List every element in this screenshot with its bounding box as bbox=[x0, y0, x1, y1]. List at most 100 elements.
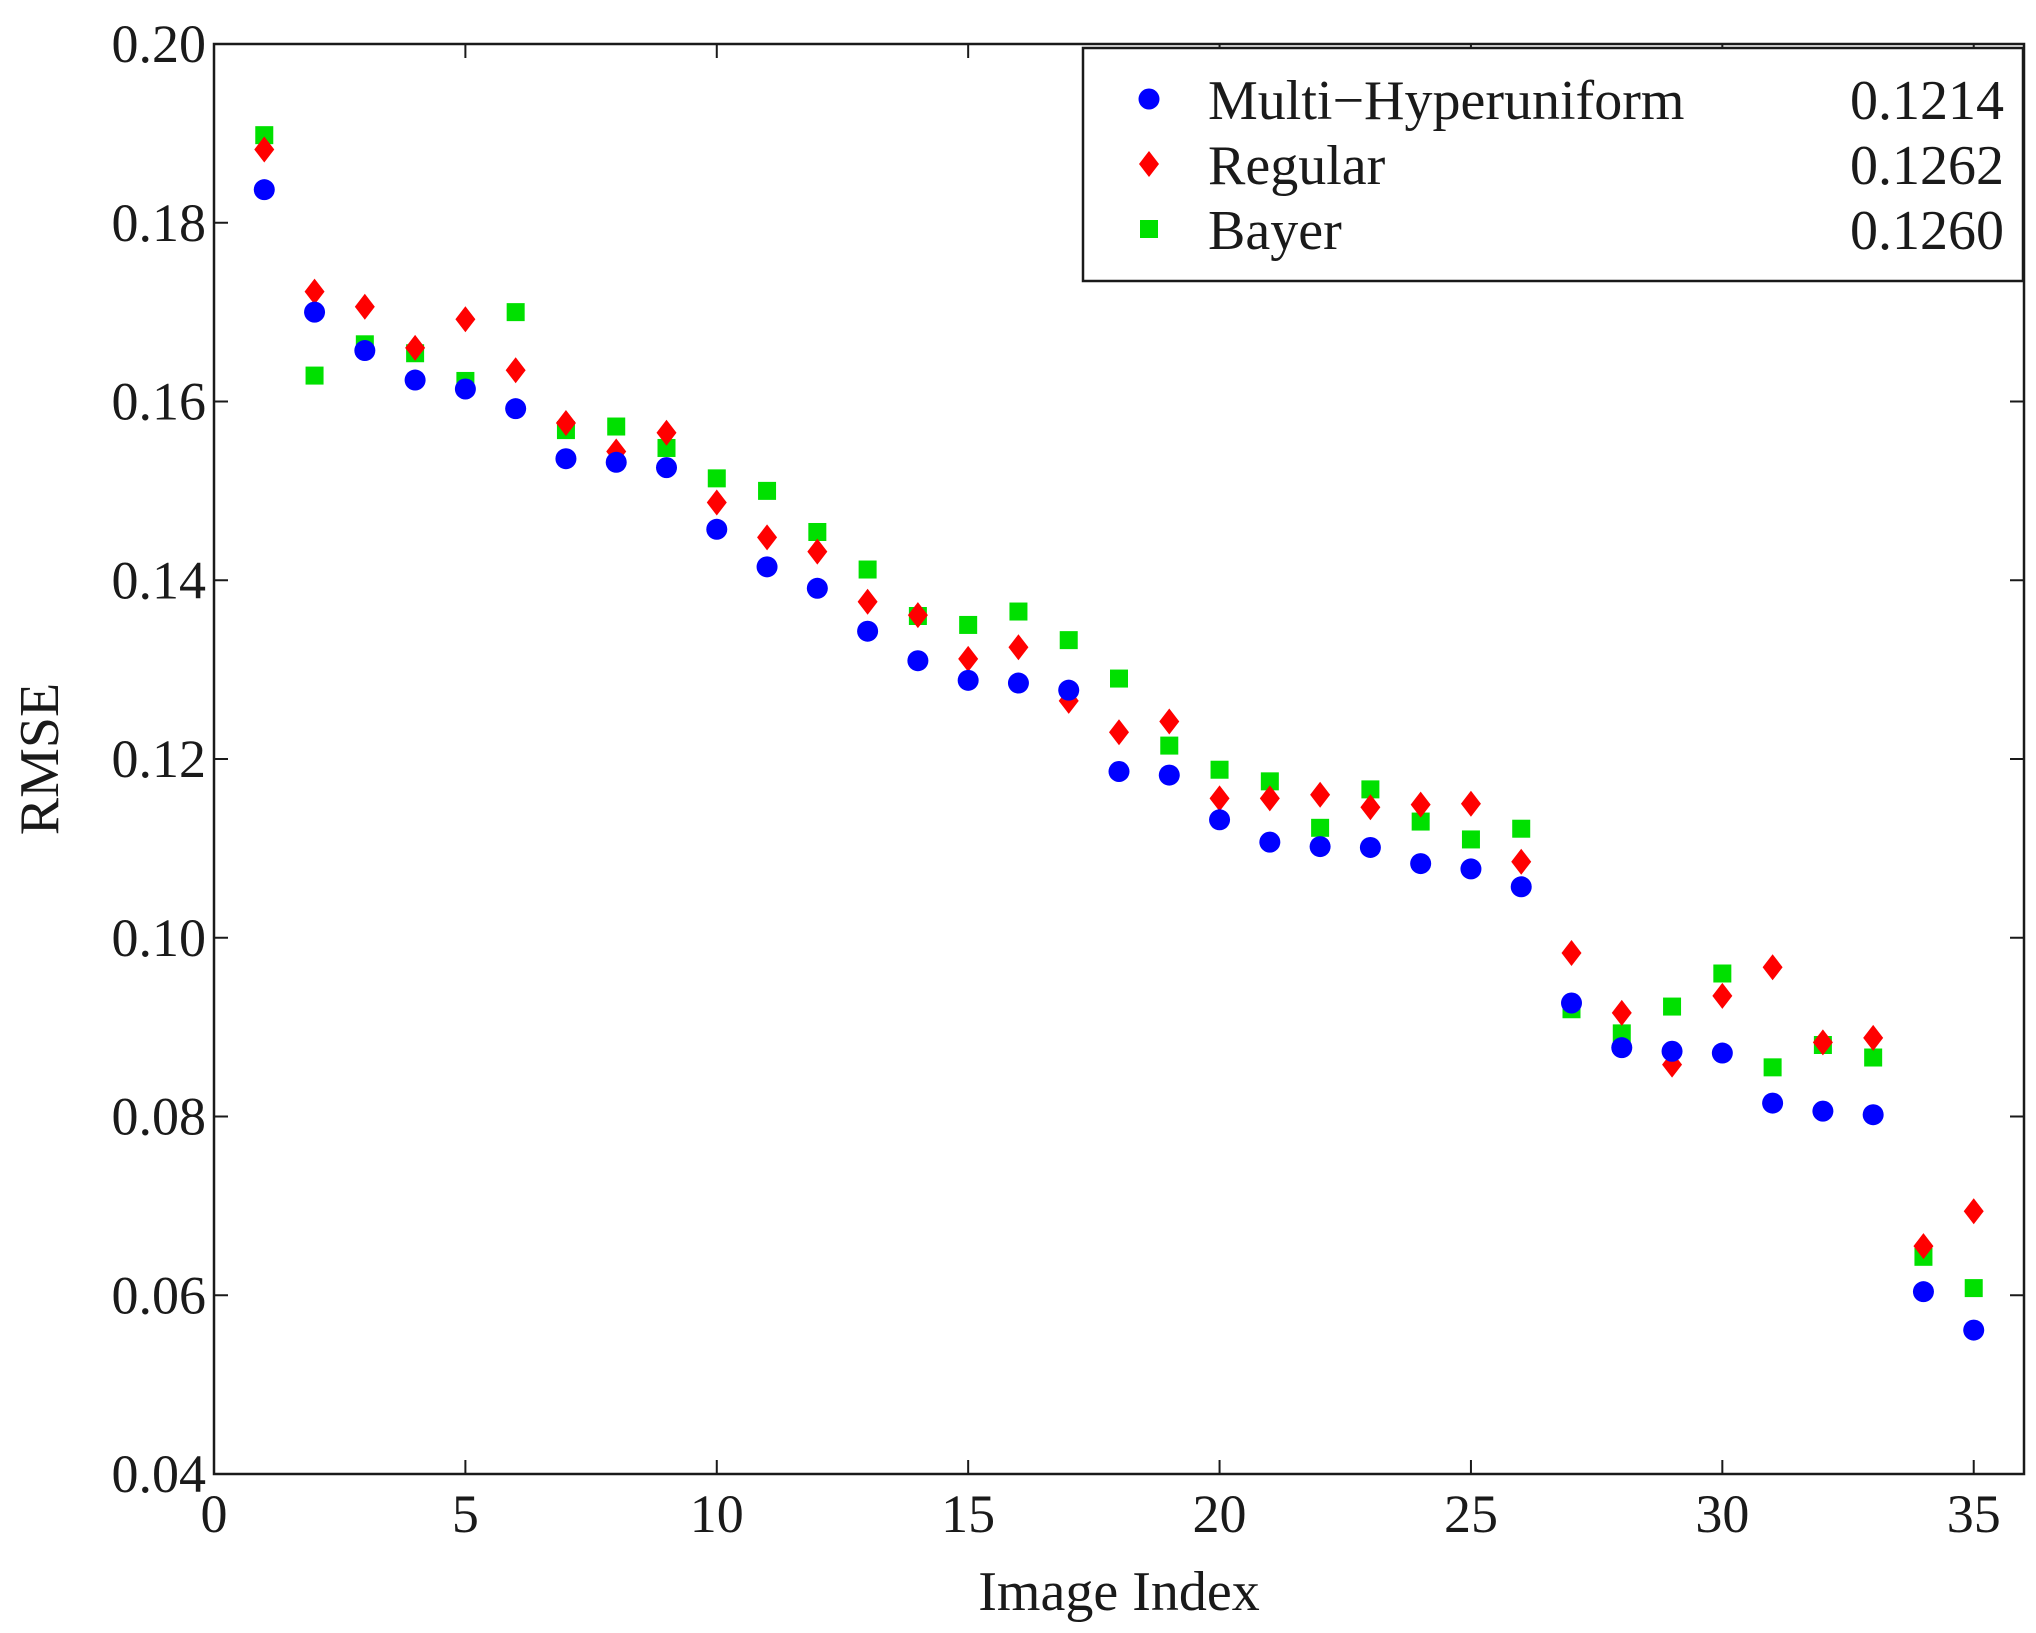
legend: Multi−Hyperuniform 0.1214 Regular 0.1262… bbox=[1081, 46, 2025, 283]
point-regular bbox=[1863, 1024, 1884, 1051]
legend-markers bbox=[1138, 88, 1160, 238]
point-multi-hyperuniform bbox=[1711, 1042, 1733, 1064]
point-bayer bbox=[1059, 631, 1078, 650]
point-bayer bbox=[506, 303, 525, 322]
point-multi-hyperuniform bbox=[806, 577, 828, 599]
point-regular bbox=[1109, 719, 1129, 746]
point-multi-hyperuniform bbox=[1762, 1092, 1784, 1114]
point-bayer bbox=[1612, 1024, 1631, 1043]
point-regular bbox=[1259, 785, 1280, 812]
point-regular bbox=[1360, 794, 1381, 821]
x-tick-label: 15 bbox=[941, 1484, 995, 1544]
point-multi-hyperuniform bbox=[1108, 761, 1130, 783]
y-tick-label: 0.04 bbox=[112, 1444, 207, 1504]
point-bayer bbox=[1512, 819, 1531, 838]
point-regular bbox=[1611, 999, 1632, 1026]
point-multi-hyperuniform bbox=[1007, 672, 1029, 694]
point-regular bbox=[1712, 982, 1733, 1009]
point-bayer bbox=[657, 438, 676, 457]
x-tick-label: 30 bbox=[1695, 1484, 1749, 1544]
point-regular bbox=[807, 538, 828, 565]
y-tick-label: 0.14 bbox=[112, 550, 207, 610]
point-multi-hyperuniform bbox=[304, 301, 326, 323]
point-regular bbox=[1159, 708, 1180, 735]
x-tick-label: 25 bbox=[1444, 1484, 1498, 1544]
point-bayer bbox=[1361, 780, 1380, 799]
point-multi-hyperuniform bbox=[1812, 1100, 1834, 1122]
point-regular bbox=[254, 136, 275, 163]
legend-value-bayer: 0.1260 bbox=[1850, 200, 2004, 262]
legend-value-regular: 0.1262 bbox=[1850, 135, 2004, 197]
point-bayer bbox=[1009, 602, 1028, 621]
point-regular bbox=[907, 602, 928, 629]
point-multi-hyperuniform bbox=[404, 369, 426, 391]
point-multi-hyperuniform bbox=[1309, 836, 1331, 858]
legend-label-regular: Regular bbox=[1208, 135, 1386, 197]
point-bayer bbox=[1864, 1048, 1883, 1067]
point-regular bbox=[1561, 939, 1582, 966]
legend-box bbox=[1081, 46, 2025, 283]
point-regular bbox=[1762, 954, 1783, 981]
point-regular bbox=[1410, 791, 1431, 818]
point-bayer bbox=[1160, 736, 1179, 755]
x-tick-label: 0 bbox=[201, 1484, 228, 1544]
point-multi-hyperuniform bbox=[1460, 858, 1482, 880]
point-multi-hyperuniform bbox=[907, 650, 929, 672]
point-multi-hyperuniform bbox=[656, 457, 677, 479]
legend-marker-bayer bbox=[1140, 220, 1158, 238]
legend-marker-regular bbox=[1139, 151, 1159, 177]
point-bayer bbox=[1210, 760, 1229, 779]
point-multi-hyperuniform bbox=[1510, 876, 1532, 898]
point-multi-hyperuniform bbox=[354, 340, 376, 362]
point-multi-hyperuniform bbox=[1359, 836, 1381, 858]
point-multi-hyperuniform bbox=[1611, 1037, 1633, 1059]
point-bayer bbox=[959, 615, 978, 634]
axis-ticks: 0 5 10 15 20 25 30 35 0.04 0.06 0.08 0.10 0.12 0.14 0.… bbox=[112, 14, 2024, 1544]
point-multi-hyperuniform bbox=[756, 556, 778, 578]
point-multi-hyperuniform bbox=[605, 451, 627, 473]
legend-label-bayer: Bayer bbox=[1208, 200, 1342, 262]
point-bayer bbox=[1663, 997, 1682, 1016]
point-bayer bbox=[1461, 830, 1480, 849]
point-regular bbox=[958, 645, 979, 672]
point-multi-hyperuniform bbox=[957, 669, 979, 691]
point-multi-hyperuniform bbox=[857, 620, 879, 642]
point-bayer bbox=[1411, 812, 1430, 831]
point-regular bbox=[1008, 634, 1029, 661]
point-regular bbox=[1511, 848, 1532, 875]
legend-label-multi-hyperuniform: Multi−Hyperuniform bbox=[1208, 70, 1684, 132]
data-points bbox=[253, 126, 1985, 1341]
point-multi-hyperuniform bbox=[1058, 679, 1080, 701]
y-tick-label: 0.18 bbox=[112, 193, 207, 253]
x-tick-label: 5 bbox=[452, 1484, 479, 1544]
point-bayer bbox=[1763, 1058, 1782, 1077]
point-bayer bbox=[758, 481, 777, 500]
y-axis-title: RMSE bbox=[9, 683, 71, 836]
point-regular bbox=[757, 524, 778, 551]
point-regular bbox=[1963, 1198, 1984, 1225]
plot-area-frame bbox=[212, 42, 2026, 1476]
point-bayer bbox=[255, 126, 274, 145]
y-tick-label: 0.12 bbox=[112, 729, 207, 789]
point-regular bbox=[1812, 1029, 1833, 1056]
x-tick-label: 35 bbox=[1947, 1484, 2001, 1544]
point-bayer bbox=[1713, 964, 1732, 983]
point-regular bbox=[505, 357, 526, 384]
point-bayer bbox=[707, 469, 726, 488]
y-tick-label: 0.16 bbox=[112, 372, 207, 432]
point-regular bbox=[1310, 781, 1331, 808]
point-multi-hyperuniform bbox=[1561, 992, 1582, 1014]
x-tick-label: 10 bbox=[690, 1484, 744, 1544]
point-multi-hyperuniform bbox=[706, 518, 728, 540]
point-multi-hyperuniform bbox=[1259, 831, 1281, 853]
point-regular bbox=[455, 306, 476, 333]
point-bayer bbox=[1260, 772, 1279, 791]
point-bayer bbox=[808, 522, 827, 541]
point-regular bbox=[405, 334, 426, 361]
point-multi-hyperuniform bbox=[1209, 809, 1231, 831]
point-multi-hyperuniform bbox=[454, 378, 476, 400]
point-multi-hyperuniform bbox=[505, 398, 527, 420]
point-regular bbox=[354, 293, 375, 320]
y-tick-label: 0.10 bbox=[112, 908, 207, 968]
